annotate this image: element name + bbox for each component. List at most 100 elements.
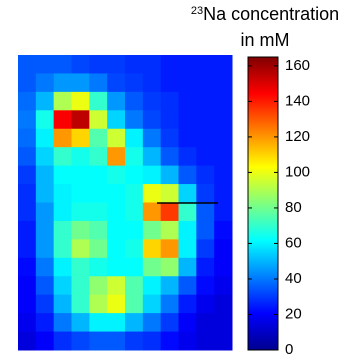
cell [125,221,143,240]
cell [125,147,143,166]
cell [179,295,197,314]
cell [143,203,161,222]
cell [72,55,90,74]
cell [214,166,232,185]
cell [18,92,36,111]
cell [214,147,232,166]
cell [179,129,197,148]
cell [214,239,232,258]
cell [107,184,125,203]
cell [89,55,107,74]
cell [18,110,36,129]
cell [196,73,214,92]
cell [36,332,54,351]
cell [72,92,90,111]
cell [196,129,214,148]
cell [161,110,179,129]
cell [125,110,143,129]
cell [161,221,179,240]
cell [125,258,143,277]
cell [161,313,179,332]
cell [196,313,214,332]
cell [89,203,107,222]
cell [36,276,54,295]
cell [214,129,232,148]
cell [18,332,36,351]
cell [89,73,107,92]
cell [161,147,179,166]
cell [18,239,36,258]
cell [107,129,125,148]
cell [54,313,72,332]
cell [54,73,72,92]
cell [18,55,36,74]
cell [214,203,232,222]
cell [196,221,214,240]
cell [107,332,125,351]
cell [161,332,179,351]
cell [36,147,54,166]
colorbar-tick-label: 120 [285,128,310,145]
cell [196,55,214,74]
cell [36,203,54,222]
title-line: in mM [241,30,290,50]
cell [143,239,161,258]
cell [54,147,72,166]
cell [18,295,36,314]
cell [196,295,214,314]
cell [107,203,125,222]
colorbar [248,57,278,350]
cell [125,332,143,351]
cell [143,129,161,148]
cell [214,55,232,74]
cell [36,295,54,314]
cell [18,276,36,295]
cell [54,276,72,295]
cell [196,203,214,222]
cell [196,276,214,295]
cell [36,258,54,277]
cell [18,221,36,240]
cell [72,258,90,277]
cell [214,73,232,92]
cell [107,92,125,111]
cell [54,55,72,74]
cell [125,92,143,111]
cell [107,147,125,166]
cell [143,73,161,92]
colorbar-tick-label: 140 [285,92,310,109]
colorbar-tick-label: 0 [285,341,293,356]
cell [18,166,36,185]
cell [143,147,161,166]
cell [196,166,214,185]
cell [36,110,54,129]
cell [89,258,107,277]
cell [161,295,179,314]
colorbar-tick-label: 40 [285,270,302,287]
cell [54,221,72,240]
cell [72,203,90,222]
cell [125,276,143,295]
cell [89,276,107,295]
cell [72,184,90,203]
cell [161,73,179,92]
cell [89,110,107,129]
cell [196,332,214,351]
cell [179,258,197,277]
cell [179,184,197,203]
cell [214,295,232,314]
cell [89,313,107,332]
cell [143,276,161,295]
cell [179,55,197,74]
cell [143,221,161,240]
cell [89,332,107,351]
colorbar-tick-label: 100 [285,163,310,180]
cell [179,276,197,295]
title-line: Na concentration [203,4,339,24]
cell [125,313,143,332]
cell [107,313,125,332]
cell [18,129,36,148]
cell [143,295,161,314]
cell [107,295,125,314]
cell [89,221,107,240]
